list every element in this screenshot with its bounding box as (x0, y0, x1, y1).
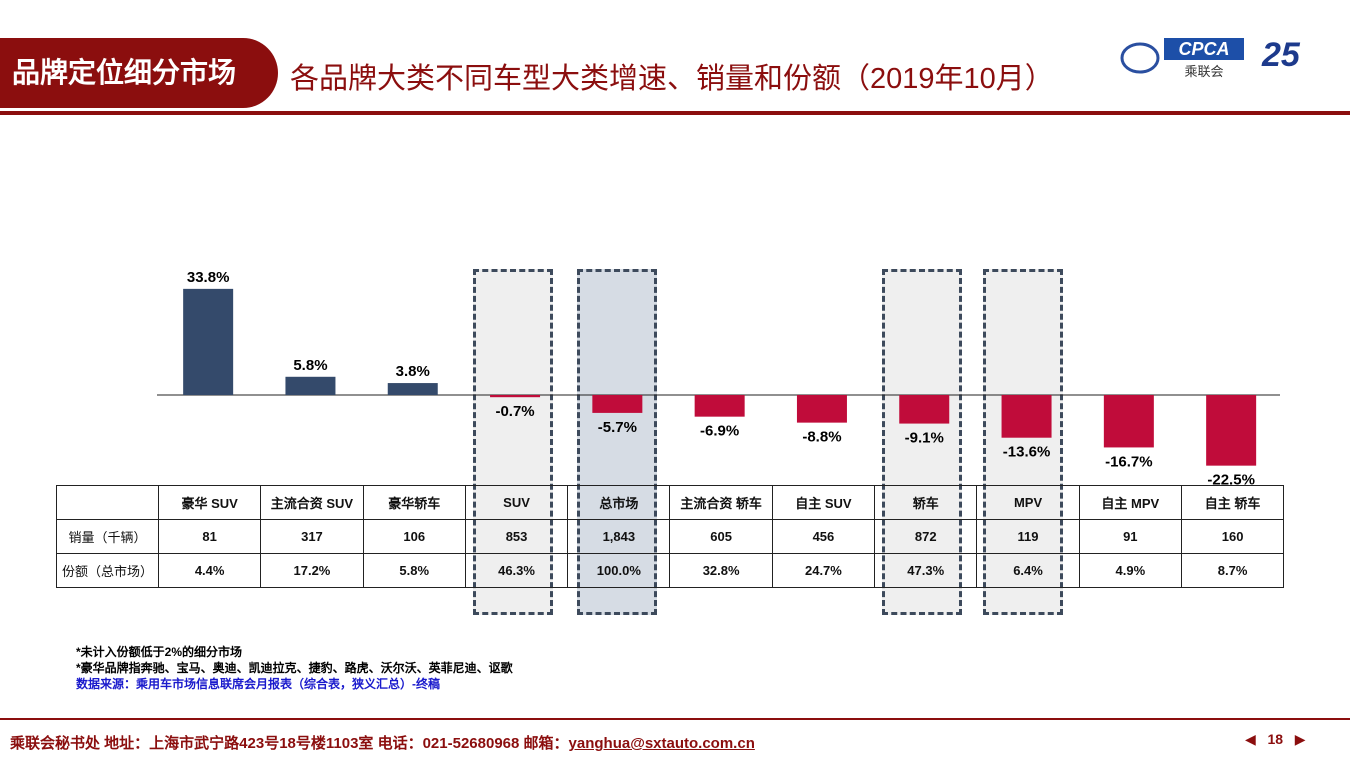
column-header: 自主 SUV (771, 485, 876, 520)
sales-cell: 872 (874, 519, 978, 554)
column-header: 主流合资 SUV (260, 485, 364, 520)
bar (387, 383, 438, 395)
column-header: 自主 MPV (1078, 485, 1182, 520)
email-link[interactable]: yanghua@sxtauto.com.cn (568, 735, 755, 752)
page-number: 18 (1267, 731, 1284, 747)
divider (0, 111, 1350, 115)
column-header: SUV (464, 485, 569, 520)
bar (183, 288, 234, 395)
data-label: -16.7% (1105, 453, 1153, 470)
share-cell: 4.4% (157, 553, 262, 588)
row-header: 销量（千辆） (56, 519, 159, 554)
bar (1206, 395, 1257, 466)
share-cell: 32.8% (669, 553, 773, 588)
bar (796, 395, 847, 423)
share-cell: 47.3% (874, 553, 978, 588)
data-label: -5.7% (598, 419, 637, 436)
divider (0, 718, 1350, 720)
data-label: -22.5% (1207, 472, 1255, 489)
data-label: -9.1% (905, 430, 944, 447)
column-header: 豪华 SUV (157, 485, 262, 520)
column-header: 总市场 (567, 485, 671, 520)
pager: ◀ 18 ▶ (1245, 731, 1305, 748)
data-table: 豪华 SUV 主流合资 SUV 豪华轿车 SUV 总市场 主流合资 轿车 自主 SUV 轿车 M… (56, 485, 1285, 588)
bar (899, 395, 950, 424)
bar (592, 395, 643, 413)
logo-text: CPCA (1178, 39, 1229, 59)
column-header: 轿车 (874, 485, 978, 520)
data-label: -6.9% (700, 423, 739, 440)
prev-page-icon[interactable]: ◀ (1245, 731, 1256, 747)
footer: 乘联会秘书处 地址：上海市武宁路423号18号楼1103室 电话：021-526… (10, 732, 755, 753)
sales-cell: 91 (1078, 519, 1182, 554)
share-cell: 24.7% (771, 553, 876, 588)
column-header: MPV (976, 485, 1080, 520)
share-cell: 100.0% (567, 553, 671, 588)
notes: *未计入份额低于2%的细分市场 *豪华品牌指奔驰、宝马、奥迪、凯迪拉克、捷豹、路… (76, 644, 513, 692)
anniversary-logo: 25 (1262, 36, 1300, 74)
footer-text: 乘联会秘书处 地址：上海市武宁路423号18号楼1103室 电话：021-526… (10, 735, 569, 752)
share-cell: 46.3% (464, 553, 569, 588)
corner-cell (56, 485, 159, 520)
column-header: 主流合资 轿车 (669, 485, 773, 520)
bar (1001, 395, 1052, 438)
data-label: -0.7% (495, 403, 534, 420)
bar (285, 376, 336, 395)
data-label: 3.8% (396, 363, 430, 380)
column-header: 自主 轿车 (1180, 485, 1285, 520)
share-cell: 8.7% (1180, 553, 1285, 588)
sales-cell: 317 (260, 519, 364, 554)
bar-chart: 33.8% 5.8% 3.8% -0.7% -5.7% -6.9% -8.8% -9.1% -1… (157, 269, 1280, 489)
sales-cell: 160 (1180, 519, 1285, 554)
data-label: -13.6% (1003, 444, 1051, 461)
bar (1103, 395, 1154, 448)
share-cell: 5.8% (362, 553, 466, 588)
sales-cell: 456 (771, 519, 876, 554)
share-cell: 6.4% (976, 553, 1080, 588)
sales-cell: 81 (157, 519, 262, 554)
row-header: 份额（总市场） (56, 553, 159, 588)
data-label: 33.8% (187, 269, 230, 286)
page-title: 各品牌大类不同车型大类增速、销量和份额（2019年10月） (290, 63, 1054, 95)
cpca-logo: CPCA 乘联会 (1118, 36, 1248, 80)
share-cell: 17.2% (260, 553, 364, 588)
bar (694, 395, 745, 417)
data-label: 5.8% (293, 357, 327, 374)
column-header: 豪华轿车 (362, 485, 466, 520)
bar (490, 395, 541, 398)
sales-cell: 853 (464, 519, 569, 554)
data-label: -8.8% (802, 429, 841, 446)
note: *未计入份额低于2%的细分市场 (76, 645, 243, 659)
sales-cell: 106 (362, 519, 466, 554)
sales-cell: 605 (669, 519, 773, 554)
next-page-icon[interactable]: ▶ (1294, 731, 1306, 747)
section-tag: 品牌定位细分市场 (0, 38, 278, 108)
sales-cell: 1,843 (567, 519, 671, 554)
share-cell: 4.9% (1078, 553, 1182, 588)
logo-sub: 乘联会 (1184, 64, 1223, 79)
note: *豪华品牌指奔驰、宝马、奥迪、凯迪拉克、捷豹、路虎、沃尔沃、英菲尼迪、讴歌 (76, 661, 513, 675)
sales-cell: 119 (976, 519, 1080, 554)
source-note: 数据来源：乘用车市场信息联席会月报表（综合表，狭义汇总）-终稿 (76, 677, 440, 691)
